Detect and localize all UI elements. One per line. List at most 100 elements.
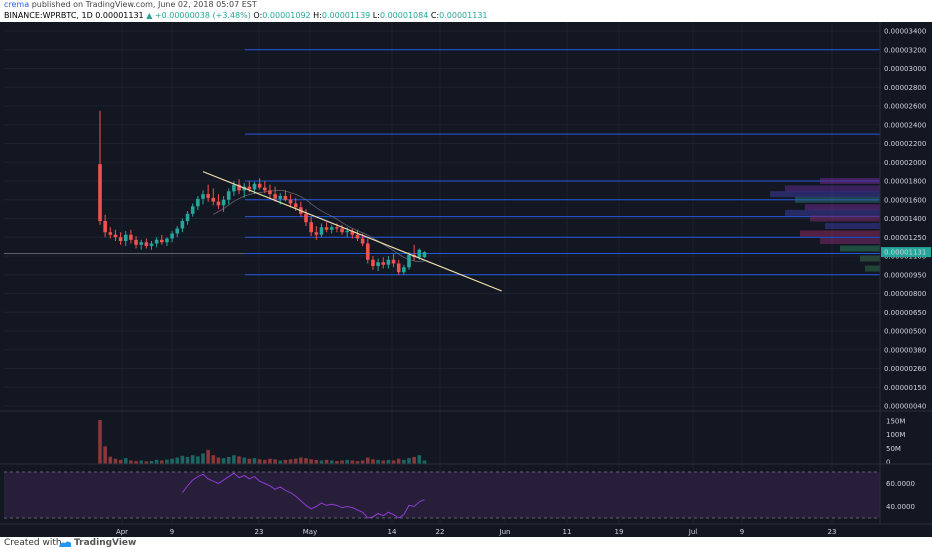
trendline[interactable] bbox=[202, 171, 502, 292]
rsi-tick-label: 60.0000 bbox=[886, 480, 915, 488]
rsi-band bbox=[4, 472, 880, 518]
candle-body bbox=[360, 238, 365, 244]
volume-bar bbox=[196, 456, 200, 464]
candle-body bbox=[314, 232, 319, 235]
candle-body bbox=[278, 196, 283, 199]
date-tick-label: 9 bbox=[170, 528, 174, 536]
candle-body bbox=[129, 234, 133, 240]
volume-bar bbox=[242, 457, 246, 464]
candle-body bbox=[196, 198, 200, 207]
price-tick-label: 0.00000800 bbox=[884, 290, 926, 298]
volume-bar bbox=[417, 455, 422, 464]
price-tick-label: 0.00001250 bbox=[884, 234, 926, 242]
candle-body bbox=[123, 234, 128, 241]
volume-profile-row bbox=[860, 255, 880, 262]
author-link[interactable]: crema bbox=[4, 0, 30, 9]
candle-body bbox=[185, 213, 190, 221]
close-label: C: bbox=[430, 11, 440, 20]
candle-body bbox=[386, 259, 391, 265]
volume-bar bbox=[340, 460, 344, 464]
horizontal-levels[interactable] bbox=[4, 49, 880, 276]
volume-bar bbox=[335, 461, 339, 464]
candle-body bbox=[355, 234, 360, 239]
candle-body bbox=[221, 199, 226, 206]
price-axis[interactable]: 0.00003400 0.00003200 0.00003000 0.00002800… bbox=[881, 28, 931, 411]
candle-body bbox=[335, 227, 339, 229]
rsi-tick-label: 40.0000 bbox=[886, 503, 915, 511]
candle-body bbox=[268, 190, 272, 195]
volume-bar bbox=[123, 458, 128, 464]
volume-profile-row bbox=[810, 215, 880, 222]
candle-body bbox=[154, 239, 159, 244]
candle-body bbox=[324, 227, 329, 230]
candle-body bbox=[144, 242, 149, 246]
price-tick-label: 0.00003200 bbox=[884, 46, 926, 54]
volume-bar bbox=[366, 457, 370, 464]
price-tick-label: 0.00001800 bbox=[884, 178, 926, 186]
price-tick-label: 0.00002000 bbox=[884, 159, 926, 167]
high-label: H: bbox=[313, 11, 322, 20]
candle-body bbox=[273, 194, 277, 199]
price-tick-label: 0.00001400 bbox=[884, 215, 926, 223]
date-tick-label: 19 bbox=[615, 528, 624, 536]
volume-bar bbox=[108, 456, 113, 464]
price-tick-label: 0.00002200 bbox=[884, 140, 926, 148]
candle-body bbox=[103, 221, 107, 233]
date-axis[interactable]: Apr 9 23 May 14 22 Jun 11 19 Jul 9 23 bbox=[116, 528, 837, 536]
volume-profile-row bbox=[805, 204, 880, 211]
volume-bar bbox=[283, 459, 288, 464]
candle-body bbox=[366, 243, 370, 260]
volume-bar bbox=[314, 459, 319, 464]
price-tick-label: 0.00003400 bbox=[884, 28, 926, 36]
volume-bar bbox=[98, 420, 102, 464]
publish-info: crema published on TradingView.com, June… bbox=[4, 0, 257, 10]
volume-bar bbox=[113, 458, 118, 464]
price-tick-label: 0.00001600 bbox=[884, 196, 926, 204]
volume-bar bbox=[407, 458, 411, 464]
candle-body bbox=[345, 231, 349, 233]
volume-axis: 150M 100M 50M 0 bbox=[886, 418, 905, 467]
candle-body bbox=[329, 227, 334, 230]
price-tick-label: 0.00000650 bbox=[884, 309, 926, 317]
price-tick-label: 0.00002600 bbox=[884, 103, 926, 111]
rsi-line bbox=[181, 472, 425, 519]
high-value: 0.00001139 bbox=[321, 11, 371, 20]
volume-profile-row bbox=[770, 191, 880, 198]
candle-body bbox=[190, 206, 195, 214]
volume-bar bbox=[319, 460, 324, 464]
volume-bar bbox=[360, 460, 365, 464]
candle-body bbox=[381, 262, 386, 265]
volume-bar bbox=[386, 459, 391, 464]
symbol-label[interactable]: BINANCE:WPRBTC, 1D bbox=[4, 11, 93, 20]
date-tick-label: 11 bbox=[563, 528, 572, 536]
volume-tick-label: 100M bbox=[886, 431, 905, 439]
volume-profile bbox=[770, 178, 880, 272]
last-price-badge bbox=[881, 247, 931, 258]
date-tick-label: 22 bbox=[436, 528, 445, 536]
volume-bar bbox=[165, 459, 169, 464]
volume-bar bbox=[221, 458, 226, 464]
volume-profile-row bbox=[800, 230, 880, 237]
date-tick-label: 23 bbox=[828, 528, 837, 536]
volume-bar bbox=[175, 457, 180, 464]
candle-body bbox=[226, 191, 231, 200]
price-tick-label: 0.00003000 bbox=[884, 65, 926, 73]
volume-bar bbox=[144, 461, 149, 464]
rsi-pane bbox=[4, 471, 880, 519]
moving-average-line bbox=[213, 189, 425, 262]
candle-body bbox=[252, 183, 257, 190]
volume-bar bbox=[257, 459, 262, 464]
date-tick-label: 9 bbox=[740, 528, 744, 536]
volume-bar bbox=[226, 456, 231, 464]
volume-profile-row bbox=[825, 223, 880, 229]
volume-bar bbox=[278, 460, 283, 464]
tradingview-brand[interactable]: TradingView bbox=[74, 538, 137, 548]
grid bbox=[4, 22, 880, 524]
candle-body bbox=[165, 238, 169, 243]
candlesticks bbox=[98, 110, 427, 275]
volume-bar bbox=[237, 456, 241, 464]
chart-canvas[interactable]: 0.00003400 0.00003200 0.00003000 0.00002800… bbox=[0, 22, 932, 537]
candle-body bbox=[134, 239, 138, 245]
candle-body bbox=[376, 262, 380, 266]
volume-bars bbox=[98, 420, 427, 464]
